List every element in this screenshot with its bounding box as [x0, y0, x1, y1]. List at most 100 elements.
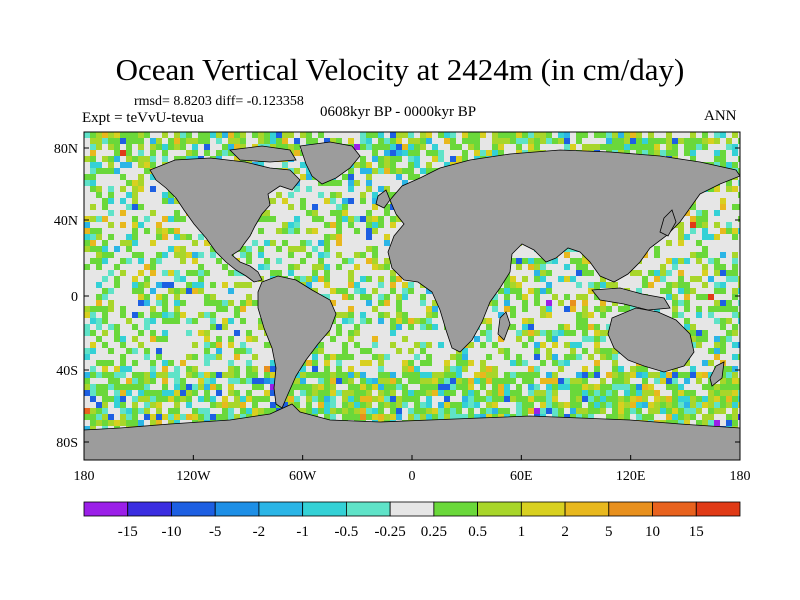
velocity-cell [576, 258, 582, 264]
velocity-cell [522, 396, 528, 402]
velocity-cell [636, 132, 642, 138]
velocity-cell [528, 366, 534, 372]
velocity-cell [462, 396, 468, 402]
velocity-cell [408, 132, 414, 138]
velocity-cell [186, 330, 192, 336]
velocity-cell [552, 342, 558, 348]
velocity-cell [120, 360, 126, 366]
velocity-cell [90, 372, 96, 378]
velocity-cell [564, 132, 570, 138]
velocity-cell [666, 384, 672, 390]
velocity-cell [354, 324, 360, 330]
velocity-cell [576, 132, 582, 138]
velocity-cell [390, 408, 396, 414]
velocity-cell [210, 342, 216, 348]
velocity-cell [102, 408, 108, 414]
velocity-cell [330, 192, 336, 198]
velocity-cell [138, 180, 144, 186]
velocity-cell [594, 132, 600, 138]
velocity-cell [114, 276, 120, 282]
velocity-cell [408, 408, 414, 414]
velocity-cell [372, 252, 378, 258]
velocity-cell [108, 222, 114, 228]
velocity-cell [360, 360, 366, 366]
velocity-cell [612, 138, 618, 144]
colorbar-label: -0.5 [335, 524, 359, 540]
velocity-cell [552, 330, 558, 336]
velocity-cell [672, 384, 678, 390]
velocity-cell [696, 240, 702, 246]
velocity-cell [144, 216, 150, 222]
velocity-cell [648, 372, 654, 378]
velocity-cell [228, 300, 234, 306]
velocity-cell [606, 390, 612, 396]
velocity-cell [546, 408, 552, 414]
velocity-cell [444, 390, 450, 396]
velocity-cell [612, 366, 618, 372]
velocity-cell [468, 378, 474, 384]
velocity-cell [672, 420, 678, 426]
velocity-cell [342, 342, 348, 348]
velocity-cell [144, 228, 150, 234]
velocity-cell [522, 330, 528, 336]
velocity-cell [384, 162, 390, 168]
velocity-cell [684, 372, 690, 378]
velocity-cell [240, 300, 246, 306]
velocity-cell [714, 348, 720, 354]
velocity-cell [690, 330, 696, 336]
velocity-cell [156, 396, 162, 402]
velocity-cell [534, 390, 540, 396]
velocity-cell [504, 408, 510, 414]
velocity-cell [264, 264, 270, 270]
velocity-cell [168, 318, 174, 324]
velocity-cell [366, 396, 372, 402]
velocity-cell [708, 408, 714, 414]
velocity-cell [330, 198, 336, 204]
velocity-cell [684, 390, 690, 396]
velocity-cell [168, 198, 174, 204]
velocity-cell [630, 372, 636, 378]
velocity-cell [348, 174, 354, 180]
velocity-cell [246, 396, 252, 402]
velocity-cell [204, 372, 210, 378]
velocity-cell [648, 408, 654, 414]
velocity-cell [528, 372, 534, 378]
velocity-cell [486, 408, 492, 414]
velocity-cell [234, 312, 240, 318]
velocity-cell [444, 408, 450, 414]
velocity-cell [720, 384, 726, 390]
velocity-cell [126, 420, 132, 426]
velocity-cell [654, 390, 660, 396]
velocity-cell [204, 240, 210, 246]
velocity-cell [396, 132, 402, 138]
velocity-cell [234, 366, 240, 372]
velocity-cell [546, 396, 552, 402]
velocity-cell [438, 342, 444, 348]
velocity-cell [528, 408, 534, 414]
velocity-cell [552, 372, 558, 378]
velocity-cell [444, 162, 450, 168]
velocity-cell [684, 408, 690, 414]
velocity-cell [252, 336, 258, 342]
velocity-cell [132, 180, 138, 186]
velocity-cell [492, 150, 498, 156]
latitude-label: 0 [71, 290, 78, 305]
velocity-cell [150, 144, 156, 150]
velocity-cell [558, 366, 564, 372]
velocity-cell [738, 318, 740, 324]
velocity-cell [108, 306, 114, 312]
velocity-cell [336, 234, 342, 240]
velocity-cell [510, 132, 516, 138]
velocity-cell [294, 228, 300, 234]
velocity-cell [228, 402, 234, 408]
velocity-cell [168, 282, 174, 288]
velocity-cell [552, 138, 558, 144]
velocity-cell [438, 390, 444, 396]
velocity-cell [678, 282, 684, 288]
velocity-cell [240, 408, 246, 414]
velocity-cell [378, 354, 384, 360]
velocity-cell [456, 366, 462, 372]
velocity-cell [732, 330, 738, 336]
velocity-cell [552, 402, 558, 408]
velocity-cell [246, 282, 252, 288]
